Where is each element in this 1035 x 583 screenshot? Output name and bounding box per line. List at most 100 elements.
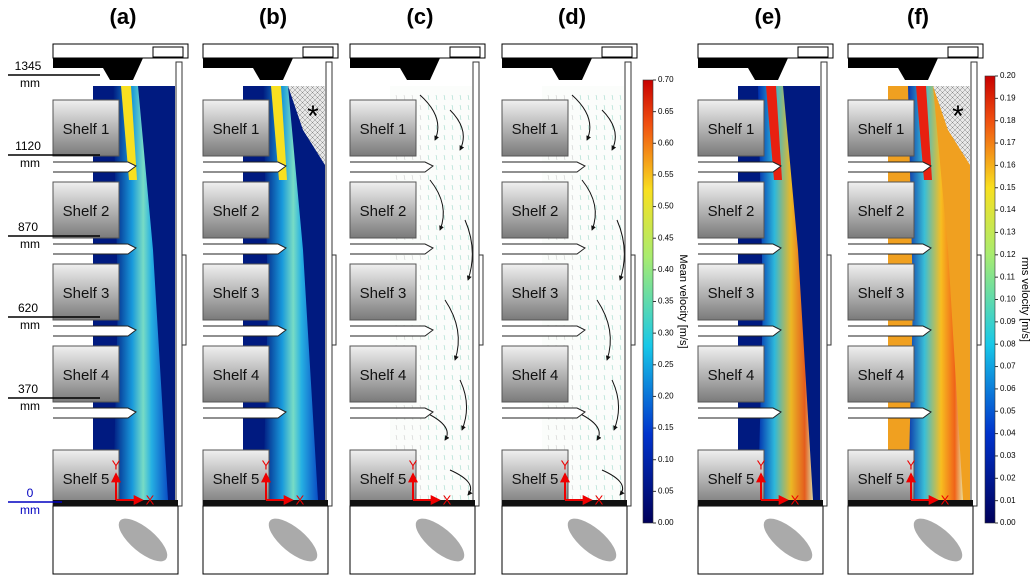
vector [619,344,622,351]
field-streak [263,86,318,504]
vector [467,174,470,181]
vector [395,434,398,441]
vector [579,374,582,381]
vector [395,94,398,101]
shelf-label: Shelf 1 [213,121,260,138]
vector [419,224,422,231]
vector [451,374,454,381]
vector [571,94,574,101]
shelf-tray [502,161,586,173]
vector [563,254,566,261]
vector [603,144,606,151]
height-value: 370 [18,382,38,396]
vector [603,434,606,441]
vector [595,384,598,391]
vector [595,184,598,191]
vector [467,164,470,171]
vector [467,444,470,451]
field-jet [271,86,287,180]
vector [555,94,558,101]
vector [443,494,446,501]
vector [587,294,590,301]
vector [595,144,598,151]
shelf-label: Shelf 2 [360,203,407,220]
vector [603,464,606,471]
height-value: 870 [18,220,38,234]
top-unit-box [797,46,829,58]
vector [579,394,582,401]
vector [459,374,462,381]
colorbar-tick-label: 0.11 [1000,272,1016,281]
vector [459,164,462,171]
shelf-box [52,99,120,157]
vector [595,344,598,351]
colorbar-tick-label: 0.35 [658,297,674,306]
vector [451,474,454,481]
shelf-tray [698,325,782,337]
vector [587,334,590,341]
shelf-box [501,263,569,321]
vector [419,194,422,201]
vector [603,374,606,381]
field-jet [121,86,137,180]
vector [611,344,614,351]
colorbar-tick-label: 0.09 [1000,317,1016,326]
vector [427,174,430,181]
vector [451,394,454,401]
vector [459,154,462,161]
vector [427,184,430,191]
vector [459,394,462,401]
vector [611,404,614,411]
vector [587,344,590,351]
vector [451,294,454,301]
vector [443,324,446,331]
vector [579,224,582,231]
vector [443,224,446,231]
x-axis-label: X [146,492,155,507]
vector [411,424,414,431]
shelf-box [847,345,915,403]
vector [611,314,614,321]
vector [587,94,590,101]
vector [435,474,438,481]
vector [467,104,470,111]
vector [435,104,438,111]
vector [619,194,622,201]
vector [579,404,582,411]
vector [611,214,614,221]
vector [427,404,430,411]
vector [467,244,470,251]
vector [603,454,606,461]
vector [571,104,574,111]
vector [611,274,614,281]
vector [595,164,598,171]
flow-arrow [459,379,467,431]
vector [547,424,550,431]
vector [459,254,462,261]
door-handle [826,254,832,346]
vector [563,434,566,441]
vector [435,324,438,331]
vector [451,174,454,181]
panel-label: (d) [558,4,586,29]
vector [611,184,614,191]
vector [603,174,606,181]
vector [419,354,422,361]
vector [435,94,438,101]
colorbar-tick-label: 0.03 [1000,451,1016,460]
vector [619,174,622,181]
top-unit-box [449,46,481,58]
vector [443,404,446,411]
vector [427,104,430,111]
top-unit-shape [698,58,788,80]
vector [443,204,446,211]
vector [451,114,454,121]
field-streak [908,86,963,504]
vector [571,444,574,451]
vector [579,484,582,491]
colorbar-tick-label: 0.05 [658,486,674,495]
vector [579,124,582,131]
vector [603,404,606,411]
shelf-label: Shelf 1 [360,121,407,138]
asterisk: * [952,100,964,133]
